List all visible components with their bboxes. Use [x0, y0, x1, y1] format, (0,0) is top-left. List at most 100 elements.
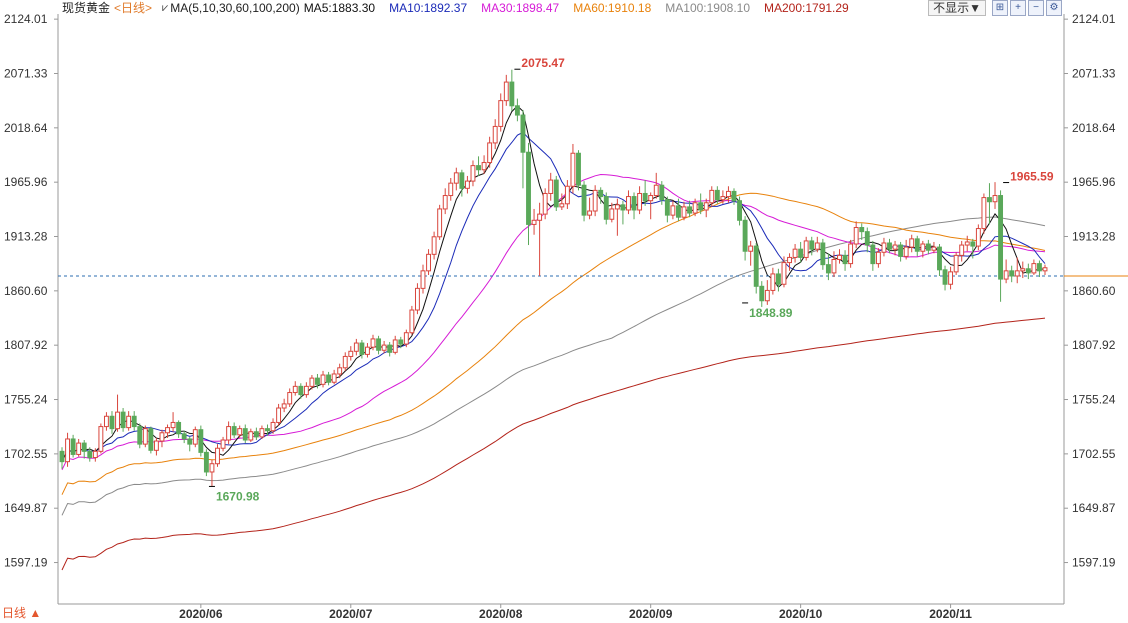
candle-down: [231, 426, 237, 436]
candle-up: [226, 426, 232, 441]
display-dropdown[interactable]: 不显示▼: [928, 0, 986, 16]
candle-up: [409, 309, 415, 334]
y-tick-label: 1597.19: [4, 556, 48, 570]
candle-up: [237, 428, 243, 436]
candle-up: [875, 251, 881, 265]
grid-icon[interactable]: ⊞: [992, 0, 1008, 16]
candle-down: [326, 374, 332, 383]
candle-down: [687, 206, 693, 214]
x-tick-label: 2020/07: [329, 607, 373, 621]
ma200-line: [61, 317, 1046, 571]
candle-up: [170, 421, 176, 429]
zoom-out-icon[interactable]: −: [1028, 0, 1044, 16]
candle-up: [337, 367, 343, 375]
y-tick-label: 2071.33: [4, 66, 48, 80]
candle-down: [870, 244, 876, 265]
candle-up: [992, 195, 998, 203]
candle-down: [898, 244, 904, 257]
candle-down: [459, 172, 465, 189]
candle-up: [548, 179, 554, 194]
y-tick-label: 1807.92: [1072, 338, 1116, 352]
candle-up: [1003, 270, 1009, 280]
candle-down: [642, 192, 648, 202]
candle-down: [775, 273, 781, 285]
candle-down: [820, 242, 826, 266]
candle-down: [476, 165, 481, 171]
candle-up: [1042, 267, 1048, 272]
candle-up: [931, 246, 937, 251]
candle-up: [626, 196, 631, 211]
candle-down: [359, 342, 365, 355]
candle-up: [414, 287, 420, 311]
candle-down: [376, 338, 382, 351]
candle-up: [65, 438, 70, 463]
candle-up: [487, 142, 493, 164]
candle-up: [442, 195, 448, 210]
candle-up: [703, 202, 709, 211]
settings-icon[interactable]: ⚙: [1046, 0, 1062, 16]
candle-up: [192, 429, 198, 445]
candle-up: [142, 428, 148, 445]
y-tick-label: 1860.60: [1072, 284, 1116, 298]
candle-up: [464, 180, 470, 189]
chart-toolbar: 不显示▼ ⊞ + − ⚙: [928, 0, 1062, 16]
candle-down: [664, 199, 670, 216]
candle-up: [370, 338, 376, 348]
y-tick-label: 2071.33: [1072, 66, 1116, 80]
y-tick-label: 1755.24: [1072, 393, 1116, 407]
y-tick-label: 1649.87: [1072, 501, 1116, 515]
candle-up: [331, 373, 337, 383]
candle-up: [481, 162, 487, 171]
candle-down: [298, 385, 304, 396]
candle-up: [248, 431, 254, 441]
candle-up: [437, 208, 443, 238]
ma30-line: [61, 173, 1046, 471]
ma5-value: MA5:1883.30: [303, 1, 376, 15]
candle-up: [692, 202, 698, 214]
y-tick-label: 1965.96: [4, 175, 48, 189]
candle-down: [70, 438, 76, 455]
y-tick-label: 1965.96: [1072, 175, 1116, 189]
period-selector[interactable]: <日线>: [114, 1, 153, 15]
y-tick-label: 1913.28: [1072, 230, 1116, 244]
candle-up: [320, 374, 326, 385]
ma30-value: MA30:1898.47: [481, 1, 560, 15]
candle-down: [315, 377, 320, 385]
candle-down: [659, 184, 665, 201]
timeframe-toggle[interactable]: 日线 ▲: [2, 606, 42, 620]
candle-up: [342, 355, 348, 369]
candle-down: [798, 248, 804, 258]
candle-up: [292, 385, 298, 394]
candle-down: [120, 411, 126, 429]
candle-up: [831, 258, 837, 274]
candle-up: [403, 332, 409, 345]
ma100-value: MA100:1908.10: [665, 1, 750, 15]
candle-up: [76, 442, 82, 455]
candle-down: [253, 431, 259, 438]
candle-up: [964, 241, 970, 246]
candle-up: [892, 244, 898, 250]
candle-up: [92, 450, 98, 459]
candle-up: [720, 196, 726, 201]
y-tick-label: 1860.60: [4, 284, 48, 298]
ma60-line: [61, 192, 1046, 495]
candle-down: [137, 426, 143, 445]
candle-down: [242, 428, 248, 441]
candle-down: [387, 344, 393, 353]
candle-up: [814, 242, 820, 250]
zoom-in-icon[interactable]: +: [1010, 0, 1026, 16]
candle-down: [598, 189, 604, 198]
candle-up: [542, 192, 548, 215]
candle-up: [959, 244, 965, 256]
candle-up: [159, 432, 165, 442]
candle-down: [714, 189, 720, 201]
candle-up: [837, 254, 842, 260]
candle-up: [103, 415, 109, 428]
candle-up: [531, 219, 537, 225]
y-tick-label: 1649.87: [4, 501, 48, 515]
y-tick-label: 1807.92: [4, 338, 48, 352]
candle-down: [759, 285, 765, 302]
chart-legend: 现货黄金 <日线> ⩗ MA(5,10,30,60,100,200) MA5:1…: [62, 0, 863, 16]
candle-up: [215, 447, 220, 465]
